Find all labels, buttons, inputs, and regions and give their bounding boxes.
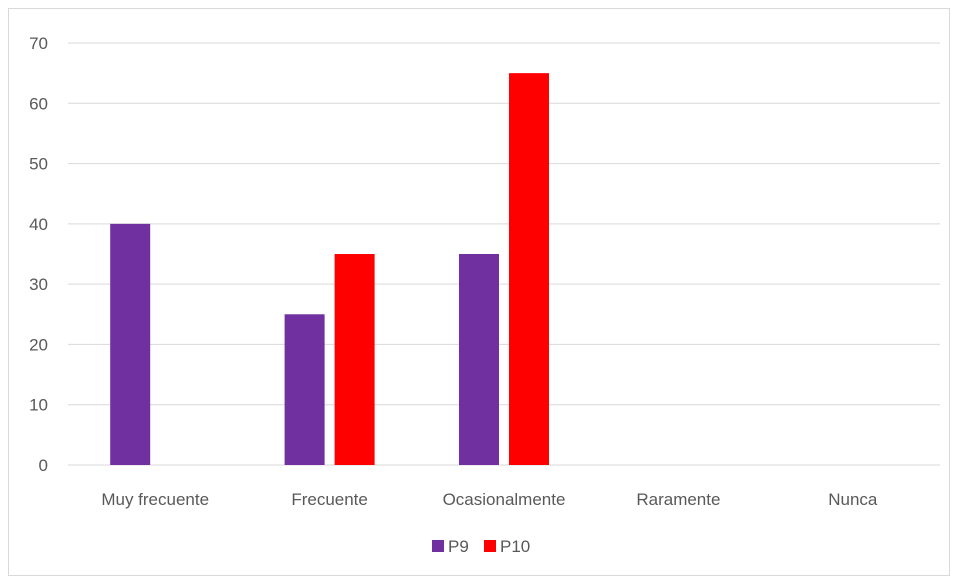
- bar-p9: [110, 223, 151, 465]
- y-tick-label: 30: [29, 275, 48, 294]
- bar-p9: [284, 314, 325, 465]
- bars: [110, 73, 549, 466]
- gridlines: [68, 42, 940, 466]
- y-tick-label: 70: [29, 34, 48, 53]
- x-tick-label: Ocasionalmente: [443, 490, 566, 509]
- bar-p10: [334, 254, 375, 465]
- y-axis-ticks: 0 10 20 30 40 50 60 70: [29, 34, 48, 475]
- legend-swatch-p9: [432, 540, 444, 552]
- bar-p10: [509, 73, 549, 466]
- legend-label-p10: P10: [500, 537, 530, 556]
- legend-swatch-p10: [484, 540, 496, 552]
- y-tick-label: 50: [29, 155, 48, 174]
- x-tick-label: Muy frecuente: [101, 490, 209, 509]
- legend: P9 P10: [432, 537, 530, 556]
- x-tick-label: Nunca: [828, 490, 878, 509]
- y-tick-label: 0: [39, 456, 48, 475]
- x-tick-label: Raramente: [636, 490, 720, 509]
- y-tick-label: 40: [29, 215, 48, 234]
- y-tick-label: 20: [29, 335, 48, 354]
- legend-label-p9: P9: [448, 537, 469, 556]
- bar-p9: [459, 254, 499, 465]
- y-tick-label: 60: [29, 94, 48, 113]
- y-tick-label: 10: [29, 396, 48, 415]
- x-tick-label: Frecuente: [291, 490, 368, 509]
- x-axis-ticks: Muy frecuente Frecuente Ocasionalmente Rara…: [101, 490, 878, 509]
